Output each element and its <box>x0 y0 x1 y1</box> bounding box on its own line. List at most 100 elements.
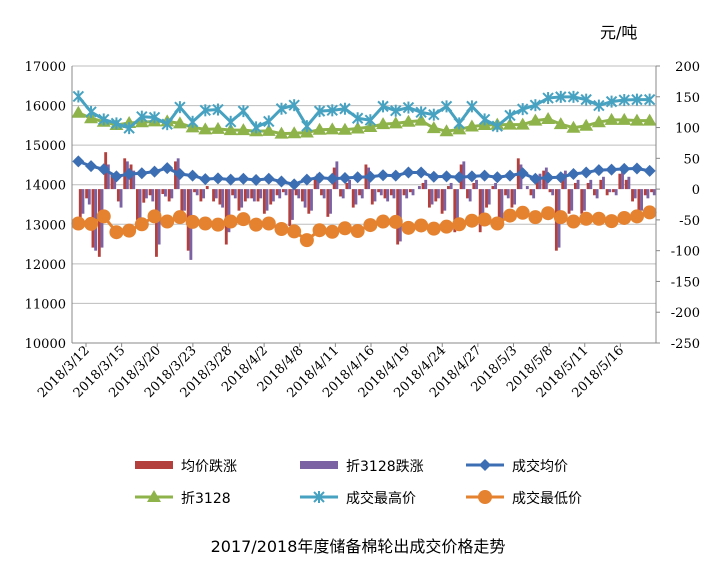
series-max_price <box>72 90 656 135</box>
legend-item-avg_change: 均价跌涨 <box>135 459 237 475</box>
point-marker <box>566 214 581 229</box>
change-bar <box>402 189 406 196</box>
change-bar <box>233 189 237 199</box>
legend-label: 成交最高价 <box>346 490 416 507</box>
point-marker <box>236 123 251 136</box>
point-marker <box>630 162 643 175</box>
change-bar <box>135 189 139 220</box>
change-bar <box>205 186 209 190</box>
change-bar <box>398 189 402 242</box>
change-bar <box>538 173 542 190</box>
point-marker <box>338 171 351 184</box>
legend-swatch <box>300 461 338 469</box>
change-bar <box>627 176 631 190</box>
point-marker <box>211 217 225 232</box>
change-bar <box>500 189 504 223</box>
point-marker <box>377 100 389 113</box>
change-bar <box>288 189 292 227</box>
price-lines <box>71 90 657 248</box>
point-marker <box>312 122 327 135</box>
change-bar <box>113 176 117 190</box>
change-bar <box>284 189 288 196</box>
point-marker <box>604 214 619 229</box>
change-bar <box>271 189 275 202</box>
point-marker <box>643 93 656 106</box>
change-bar <box>487 189 491 205</box>
change-bar <box>370 189 374 205</box>
change-bar <box>237 189 241 211</box>
point-marker <box>516 167 529 180</box>
point-marker <box>490 216 505 231</box>
point-marker <box>136 110 148 123</box>
change-bar <box>602 176 605 190</box>
point-marker <box>629 113 644 126</box>
change-bar <box>265 189 269 211</box>
change-bar <box>262 189 266 214</box>
change-bar <box>322 189 326 199</box>
point-marker <box>313 171 326 184</box>
point-marker <box>148 165 161 178</box>
change-bar <box>180 189 184 214</box>
change-bar <box>329 189 332 214</box>
point-marker <box>439 124 454 137</box>
change-bar <box>291 189 294 220</box>
point-marker <box>516 103 529 116</box>
change-bar <box>513 189 517 205</box>
change-bar <box>212 189 216 202</box>
point-marker <box>224 173 237 186</box>
point-marker <box>605 163 618 176</box>
change-bar <box>612 189 615 193</box>
point-marker <box>452 217 467 232</box>
y2-tick-label: 200 <box>675 60 700 75</box>
change-bar <box>110 173 114 190</box>
point-marker <box>122 223 137 238</box>
point-marker <box>363 218 378 233</box>
point-marker <box>426 121 441 134</box>
point-marker <box>478 490 492 504</box>
point-marker <box>491 120 504 133</box>
point-marker <box>376 214 391 229</box>
change-bar <box>354 189 358 205</box>
change-bar <box>430 189 434 205</box>
y-tick-label: 11000 <box>25 297 66 312</box>
point-marker <box>528 113 543 126</box>
change-bar <box>259 189 263 199</box>
y-tick-label: 16000 <box>25 100 66 115</box>
chart-title: 2017/2018年度储备棉轮出成交价格走势 <box>211 537 506 556</box>
point-marker <box>351 112 364 125</box>
change-bar <box>164 189 167 197</box>
point-marker <box>618 94 630 107</box>
legend-label: 折3128跌涨 <box>346 459 424 475</box>
change-bar <box>97 189 101 257</box>
point-marker <box>427 170 440 183</box>
y2-tick-label: 50 <box>683 152 700 167</box>
change-bar <box>408 189 412 193</box>
point-marker <box>85 160 98 173</box>
change-bar <box>252 189 256 202</box>
change-bar <box>151 189 155 202</box>
change-bar <box>580 189 584 214</box>
change-bar <box>373 189 377 202</box>
point-marker <box>618 162 631 175</box>
point-marker <box>453 117 465 130</box>
y2-tick-label: -50 <box>679 214 700 229</box>
point-marker <box>642 113 657 126</box>
change-bar <box>195 189 199 196</box>
point-marker <box>274 222 289 237</box>
point-marker <box>591 211 606 226</box>
change-bar <box>440 189 444 214</box>
change-bar <box>506 189 510 199</box>
change-bar <box>618 173 622 190</box>
point-marker <box>541 112 556 125</box>
change-bar <box>301 189 304 202</box>
change-bar <box>443 189 447 211</box>
point-marker <box>110 170 123 183</box>
point-marker <box>389 169 402 182</box>
point-marker <box>161 162 174 175</box>
point-marker <box>642 205 657 220</box>
change-bar <box>392 189 396 199</box>
point-marker <box>453 171 466 184</box>
point-marker <box>109 225 124 240</box>
point-marker <box>439 219 454 234</box>
change-bar <box>583 189 586 211</box>
